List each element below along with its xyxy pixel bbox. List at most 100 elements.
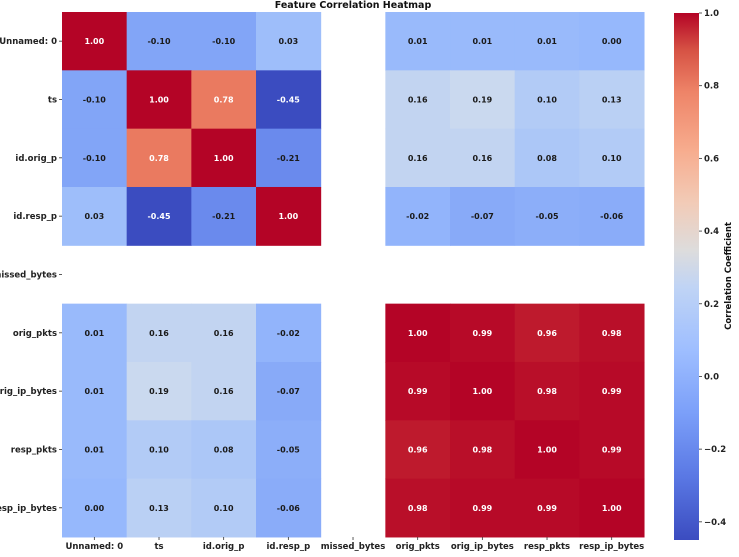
cell-value-label: 0.98 <box>472 445 492 454</box>
x-tick-label: resp_pkts <box>524 542 570 552</box>
x-tick-label: ts <box>154 542 163 552</box>
y-tick-label: resp_ip_bytes <box>0 504 57 514</box>
cell-value-label: 0.03 <box>84 212 104 221</box>
cell-value-label: 0.16 <box>408 154 428 163</box>
x-tick-label: missed_bytes <box>321 542 386 552</box>
heatmap-cell <box>62 186 128 246</box>
cell-value-label: -0.06 <box>277 504 300 513</box>
y-tick-label: id.resp_p <box>13 212 57 222</box>
heatmap-cell <box>450 420 516 480</box>
heatmap-cell <box>385 128 451 188</box>
cell-value-label: 0.13 <box>602 96 622 105</box>
cell-value-label: 1.00 <box>408 329 428 338</box>
cell-value-label: 1.00 <box>472 387 492 396</box>
heatmap-cell <box>579 186 645 246</box>
heatmap-cell <box>191 303 257 363</box>
heatmap-cell <box>514 70 580 130</box>
heatmap-cell <box>579 361 645 421</box>
y-tick-label: resp_pkts <box>11 445 57 455</box>
cell-value-label: 0.01 <box>84 329 104 338</box>
cell-value-label: 0.01 <box>84 445 104 454</box>
heatmap-cell <box>126 12 192 71</box>
heatmap-cell <box>450 12 516 71</box>
heatmap-cell <box>126 128 192 188</box>
heatmap-cell <box>385 186 451 246</box>
heatmap-cell <box>579 128 645 188</box>
heatmap-cell <box>514 186 580 246</box>
heatmap-cell <box>385 361 451 421</box>
cell-value-label: 1.00 <box>278 212 298 221</box>
cell-value-label: 0.78 <box>149 154 169 163</box>
colorbar-tick-label: 0.8 <box>704 82 719 92</box>
cell-value-label: 0.98 <box>408 504 428 513</box>
heatmap-cell <box>191 186 257 246</box>
cell-value-label: 0.99 <box>602 387 622 396</box>
cell-value-label: 0.16 <box>214 387 234 396</box>
cell-value-label: 0.10 <box>214 504 234 513</box>
heatmap-cell <box>62 420 128 480</box>
y-tick-label: orig_ip_bytes <box>0 387 57 397</box>
cell-value-label: 0.10 <box>537 96 557 105</box>
cell-value-label: -0.07 <box>471 212 494 221</box>
x-tick-label: id.resp_p <box>267 542 311 552</box>
cell-value-label: -0.02 <box>277 329 300 338</box>
cell-value-label: 0.01 <box>472 37 492 46</box>
cell-value-label: 0.16 <box>472 154 492 163</box>
cell-value-label: 0.16 <box>214 329 234 338</box>
y-tick-label: orig_pkts <box>13 329 57 339</box>
colorbar-tick-label: −0.2 <box>704 445 726 455</box>
cell-value-label: 0.99 <box>537 504 557 513</box>
heatmap-cell <box>62 128 128 188</box>
heatmap-cell <box>126 303 192 363</box>
cell-value-label: 0.19 <box>149 387 169 396</box>
heatmap-cell <box>450 186 516 246</box>
heatmap-cell <box>191 361 257 421</box>
cell-value-label: -0.02 <box>406 212 429 221</box>
cell-value-label: 1.00 <box>149 96 169 105</box>
cell-value-label: -0.07 <box>277 387 300 396</box>
colorbar-gradient <box>674 13 699 540</box>
x-tick-label: resp_ip_bytes <box>579 542 644 552</box>
cell-value-label: -0.21 <box>212 212 235 221</box>
cell-value-label: 0.96 <box>408 445 428 454</box>
heatmap-cell <box>191 420 257 480</box>
heatmap-cell <box>256 70 322 130</box>
heatmap-cell <box>450 128 516 188</box>
cell-value-label: 0.16 <box>408 96 428 105</box>
y-tick-label: Unnamed: 0 <box>0 37 57 47</box>
y-tick-label: id.orig_p <box>15 154 57 164</box>
heatmap-cell <box>126 478 192 538</box>
heatmap-cell <box>514 12 580 71</box>
colorbar-tick-label: −0.4 <box>704 518 726 528</box>
heatmap-cell <box>126 361 192 421</box>
cell-value-label: -0.10 <box>83 96 106 105</box>
x-tick-label: id.orig_p <box>203 542 245 552</box>
cell-value-label: 0.99 <box>472 329 492 338</box>
heatmap-cell <box>385 478 451 538</box>
heatmap-cell <box>256 420 322 480</box>
cell-value-label: -0.10 <box>147 37 170 46</box>
heatmap-cell <box>191 12 257 71</box>
cell-value-label: 0.08 <box>537 154 557 163</box>
heatmap-cell <box>126 70 192 130</box>
cell-value-label: -0.45 <box>277 96 300 105</box>
cell-value-label: 0.03 <box>278 37 298 46</box>
heatmap-cell <box>385 303 451 363</box>
colorbar-tick-label: 0.2 <box>704 300 719 310</box>
cell-value-label: -0.05 <box>535 212 558 221</box>
cell-value-label: 1.00 <box>602 504 622 513</box>
heatmap-cell <box>191 128 257 188</box>
cell-value-label: 0.10 <box>149 445 169 454</box>
heatmap-cell <box>579 420 645 480</box>
colorbar-label: Correlation Coefficient <box>724 222 734 330</box>
heatmap-cell <box>126 186 192 246</box>
heatmap-cell <box>191 478 257 538</box>
colorbar-tick-label: 0.6 <box>704 154 719 164</box>
heatmap-cell <box>385 70 451 130</box>
cell-value-label: -0.21 <box>277 154 300 163</box>
cell-value-label: 0.13 <box>149 504 169 513</box>
cell-value-label: 0.99 <box>408 387 428 396</box>
colorbar-tick-label: 0.4 <box>704 227 719 237</box>
cell-value-label: -0.05 <box>277 445 300 454</box>
heatmap-cell <box>579 303 645 363</box>
